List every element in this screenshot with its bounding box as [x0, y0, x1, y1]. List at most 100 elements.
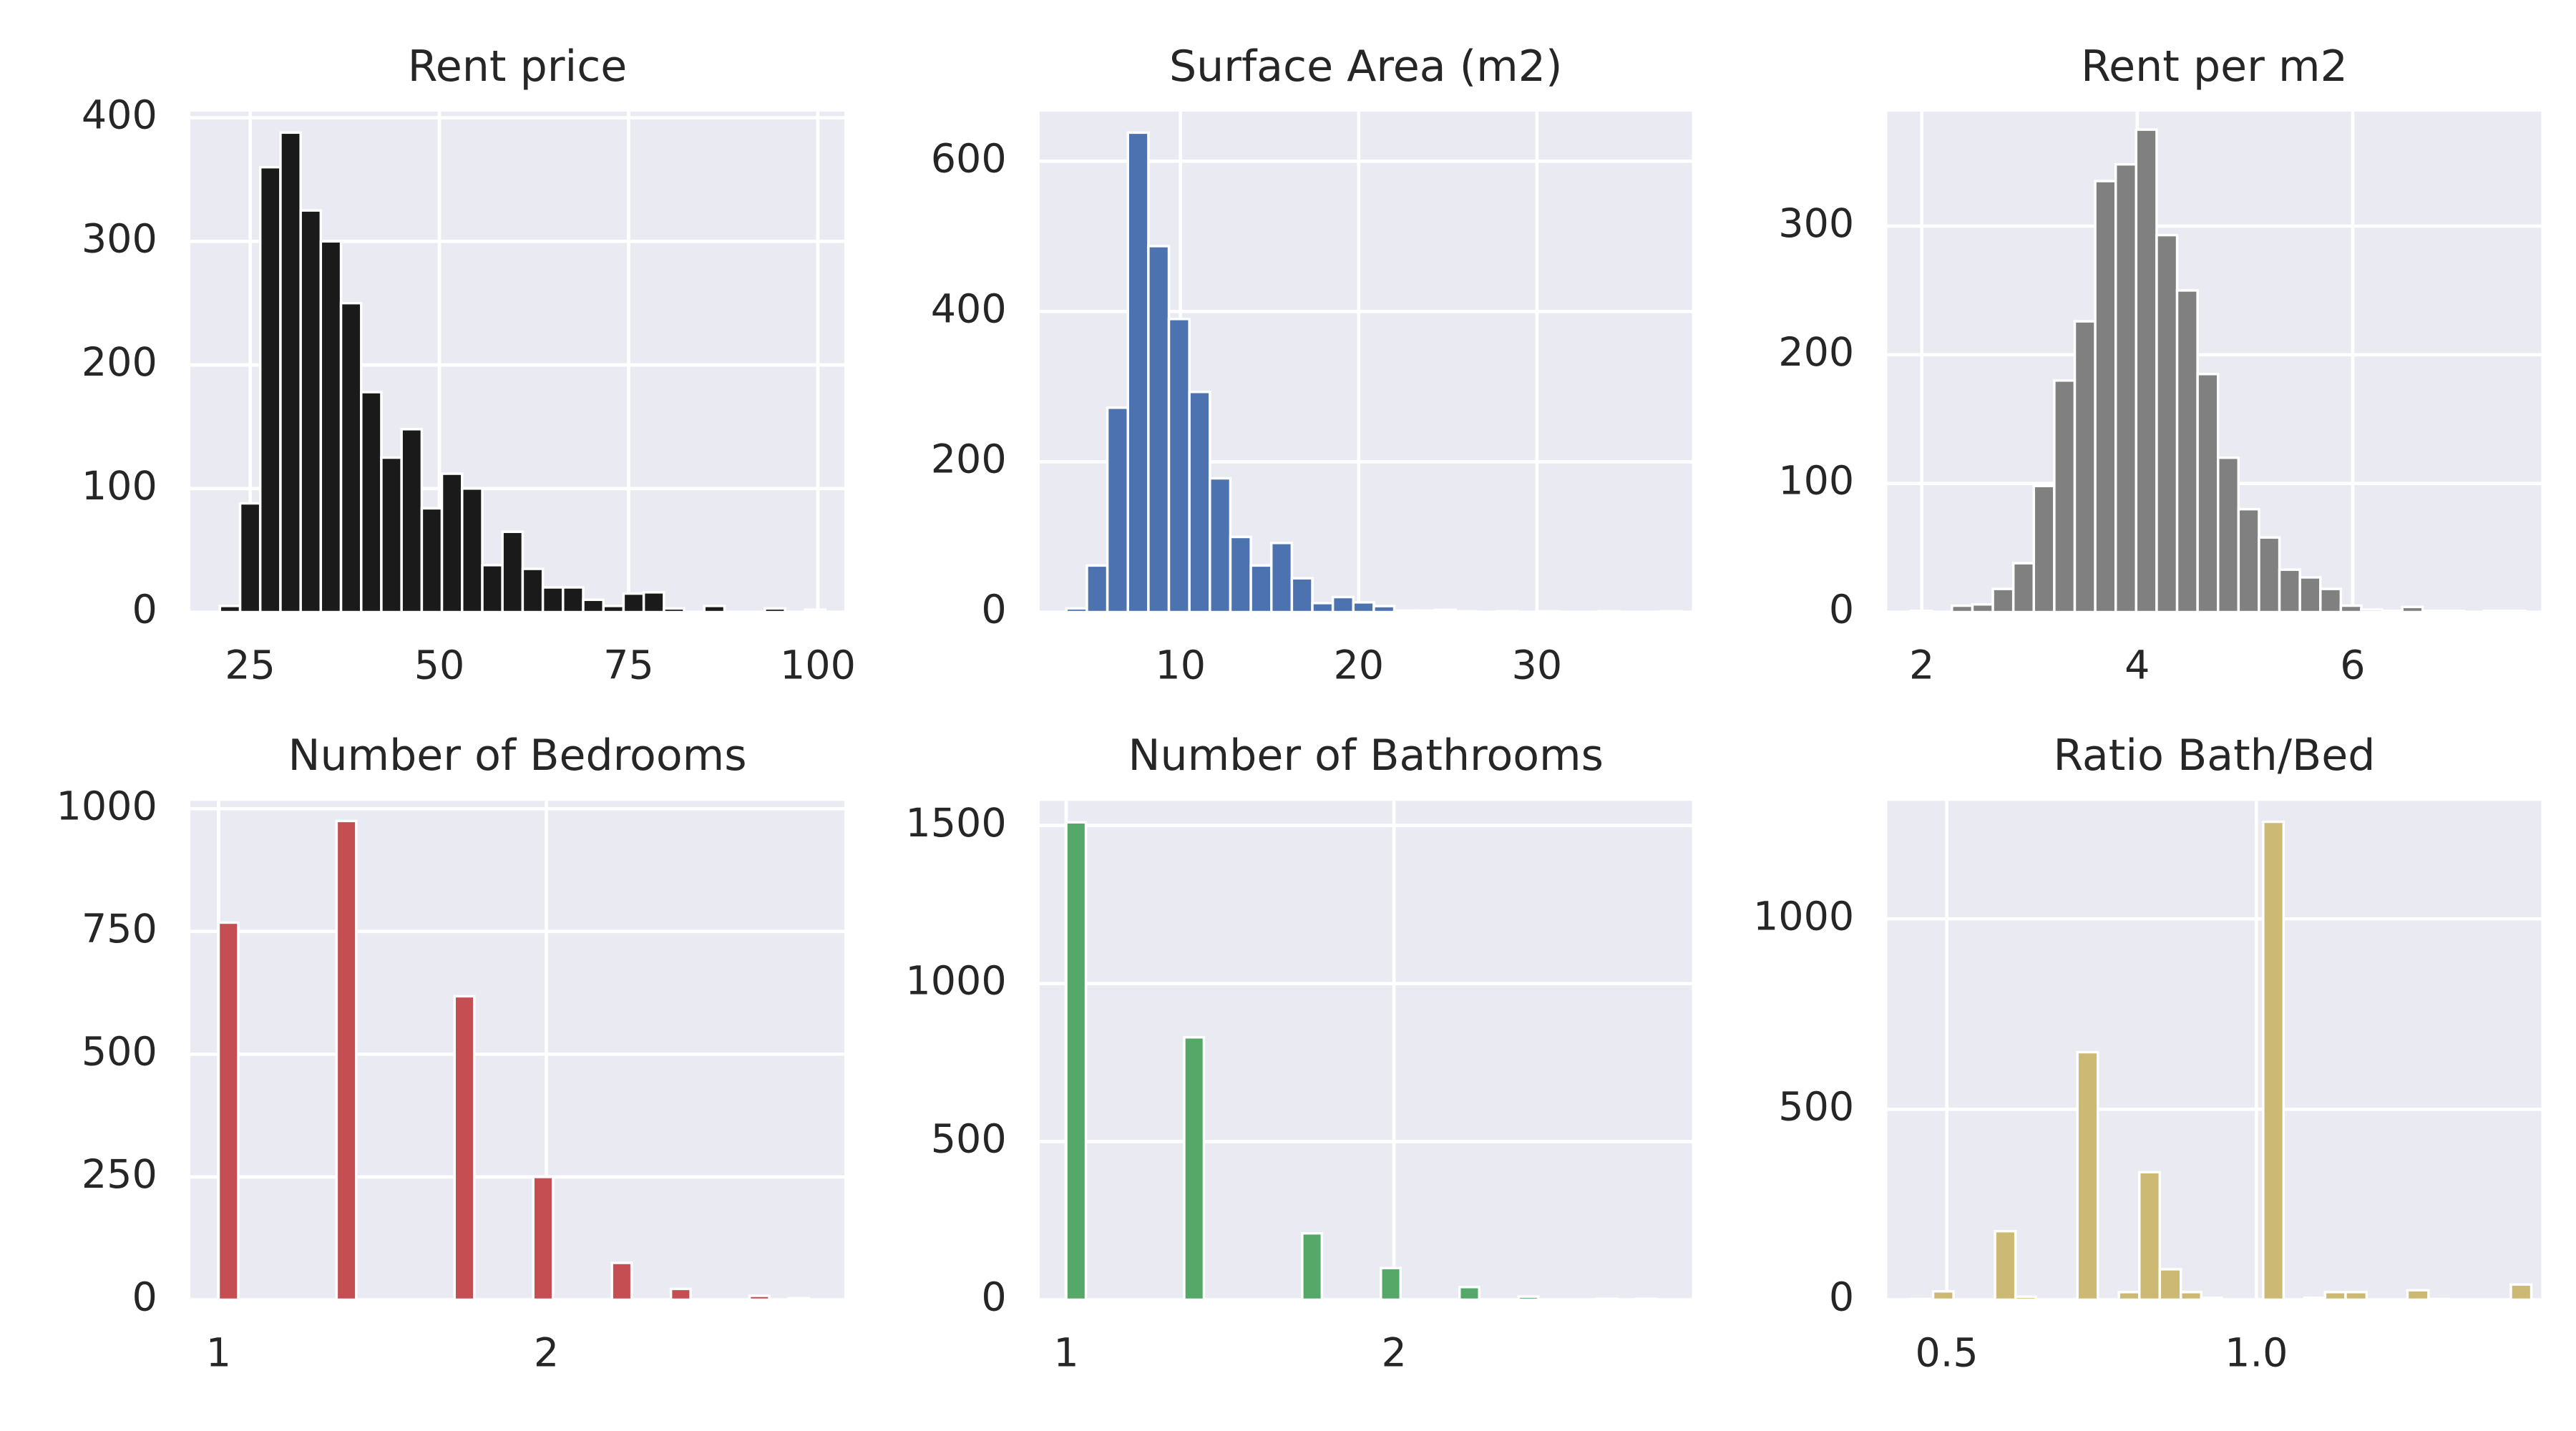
bar — [582, 598, 605, 614]
bar — [1167, 318, 1191, 614]
bar — [1991, 587, 2015, 614]
y-tick-label: 0 — [1829, 587, 1854, 633]
plot-area — [190, 801, 844, 1300]
bar — [1380, 1266, 1402, 1301]
plot-area — [1887, 801, 2542, 1300]
plot-area — [1039, 801, 1692, 1300]
bar — [1147, 245, 1171, 614]
y-tick-label: 400 — [931, 287, 1007, 333]
bar — [1311, 602, 1335, 614]
bar — [400, 428, 424, 614]
x-tick-label: 2 — [1381, 1331, 1406, 1377]
bar — [1909, 609, 1933, 614]
x-tick-label: 1 — [1053, 1331, 1078, 1377]
y-tick-label: 0 — [132, 1275, 157, 1321]
bar — [2076, 1050, 2099, 1301]
bar — [2319, 587, 2343, 614]
bar — [2380, 609, 2404, 614]
x-tick-label: 25 — [225, 643, 275, 689]
y-tick-label: 200 — [82, 340, 157, 386]
x-tick-label: 1 — [206, 1331, 231, 1377]
bar — [2135, 128, 2158, 614]
bar — [1931, 1290, 1955, 1301]
x-tick-label: 100 — [780, 643, 856, 689]
bar — [1372, 605, 1396, 614]
y-tick-label: 200 — [931, 437, 1007, 483]
bar — [238, 502, 262, 614]
bar — [2032, 484, 2056, 614]
y-tick-label: 500 — [1778, 1085, 1854, 1130]
bar — [2344, 1291, 2368, 1301]
bar — [440, 472, 464, 614]
x-tick-label: 1.0 — [2225, 1331, 2288, 1377]
bar — [2360, 608, 2384, 614]
bar — [2401, 605, 2424, 614]
bar — [420, 507, 444, 614]
bar — [1951, 604, 1974, 614]
bar — [2237, 507, 2260, 614]
bar — [2441, 609, 2465, 614]
bar — [2339, 604, 2363, 614]
bar — [2180, 1291, 2203, 1301]
bar — [1209, 477, 1232, 614]
bar — [1183, 1036, 1206, 1301]
x-tick-label: 4 — [2124, 643, 2150, 689]
bar — [703, 605, 726, 614]
bar — [1249, 564, 1273, 614]
y-tick-label: 400 — [82, 93, 157, 139]
chart-title: Number of Bathrooms — [1128, 731, 1604, 781]
bar — [1106, 406, 1129, 614]
chart-title: Surface Area (m2) — [1169, 41, 1562, 92]
x-tick-label: 6 — [2340, 643, 2365, 689]
bar — [1229, 535, 1252, 614]
y-tick-label: 200 — [1778, 330, 1854, 376]
bar — [2158, 1268, 2182, 1301]
bar — [622, 592, 645, 614]
bar — [2053, 379, 2077, 614]
bar — [521, 567, 545, 614]
bar — [339, 301, 363, 614]
bar — [2509, 1283, 2533, 1301]
bar — [2421, 609, 2445, 614]
bar — [2094, 180, 2117, 614]
bar — [2175, 289, 2199, 614]
bar — [1971, 602, 1994, 614]
bar — [218, 605, 242, 614]
y-tick-label: 250 — [82, 1152, 157, 1198]
bar — [2155, 233, 2179, 614]
bar — [2196, 373, 2220, 614]
bar — [787, 1296, 810, 1301]
bar — [2298, 576, 2322, 614]
bar — [1598, 610, 1621, 614]
y-tick-label: 300 — [82, 217, 157, 263]
bar — [2323, 1291, 2347, 1301]
bar — [748, 1294, 771, 1301]
bar — [1065, 607, 1088, 614]
chart-title: Ratio Bath/Bed — [2053, 731, 2375, 781]
bar — [1496, 610, 1519, 614]
y-tick-label: 300 — [1778, 201, 1854, 247]
bar — [1392, 609, 1416, 614]
y-tick-label: 500 — [82, 1030, 157, 1075]
bar — [2117, 1291, 2141, 1301]
x-tick-label: 10 — [1155, 643, 1206, 689]
y-tick-label: 100 — [82, 464, 157, 509]
bar — [610, 1261, 633, 1301]
bar — [642, 591, 665, 614]
bar — [2406, 1289, 2430, 1301]
bar — [541, 586, 565, 614]
bar — [1126, 131, 1150, 614]
bar — [1301, 1232, 1324, 1301]
bar — [1454, 610, 1478, 614]
bar — [2258, 536, 2281, 614]
bar — [2011, 562, 2036, 614]
bar — [1458, 1286, 1480, 1301]
bar — [2262, 820, 2285, 1301]
bar — [453, 995, 476, 1301]
bar — [2217, 456, 2240, 614]
y-tick-label: 500 — [931, 1117, 1007, 1163]
x-tick-label: 2 — [1909, 643, 1934, 689]
y-tick-label: 0 — [981, 587, 1006, 633]
